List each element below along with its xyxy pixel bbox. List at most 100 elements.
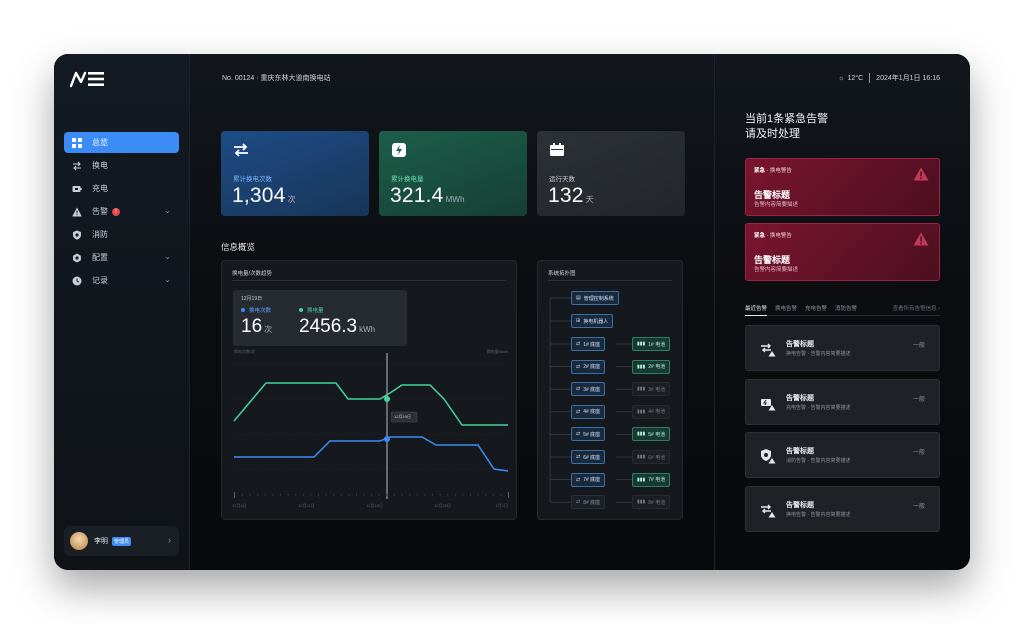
tab-recent[interactable]: 最近告警	[745, 304, 768, 316]
node-pile[interactable]: ⇄ 1# 底座	[571, 337, 606, 351]
alert-tag: 紧急 · 换电警告	[754, 168, 792, 174]
x-tick-label: 12月4日	[232, 503, 247, 508]
x-axis-dot	[302, 494, 304, 496]
x-axis-dot	[371, 494, 373, 496]
chevron-down-icon[interactable]: ⌄	[164, 275, 171, 284]
series-energy-line	[233, 382, 508, 426]
x-axis-dot	[333, 494, 335, 496]
x-axis-dot	[492, 494, 494, 496]
sidebar-item-alarm[interactable]: 告警 ! ⌄	[64, 201, 179, 222]
node-pile[interactable]: ⇄ 8# 底座	[571, 495, 606, 510]
sidebar-item-swap[interactable]: 换电	[64, 155, 179, 176]
left-axis-title: 换电次数/次	[234, 349, 256, 354]
chevron-down-icon[interactable]: ⌄	[164, 206, 171, 215]
alert-record[interactable]: 告警标题 换电告警 · 告警内容简要描述 一般	[745, 325, 940, 371]
temperature: 12°C	[847, 74, 864, 82]
node-pile[interactable]: ⇄ 6# 底座	[571, 450, 606, 464]
node-pile[interactable]: ⇄ 7# 底座	[571, 472, 606, 487]
pile-icon: ⇄	[576, 454, 581, 460]
node-battery[interactable]: ▮▮▮ 3# 电池	[632, 382, 671, 397]
x-axis-dot	[356, 494, 357, 496]
x-axis-ticks	[234, 492, 509, 498]
battery-icon: ▮▮▮	[637, 341, 646, 347]
trend-chart[interactable]	[222, 261, 518, 521]
node-pile[interactable]: ⇄ 4# 底座	[571, 404, 606, 419]
x-axis-dot	[310, 494, 312, 496]
tab-fire[interactable]: 消防告警	[835, 306, 858, 312]
view-all-link[interactable]: 查看所有告警信息 ›	[892, 306, 940, 312]
app-window: 总览 换电 充电 告警 ! ⌄	[54, 54, 970, 570]
alert-record[interactable]: 告警标题 充电告警 · 告警内容简要描述 一般	[745, 379, 940, 425]
datetime: 2024年1月1日 16:16	[876, 75, 940, 82]
gear-icon	[72, 253, 82, 263]
avatar	[70, 532, 88, 550]
x-tick-label: 12月11日	[298, 503, 315, 508]
node-pile[interactable]: ⇄ 3# 底座	[571, 382, 606, 397]
sidebar-item-charge[interactable]: 充电	[64, 178, 179, 199]
tooltip-date: 12月19日	[241, 296, 263, 302]
x-axis-dot	[249, 494, 251, 496]
x-tick-label: 1月1日	[495, 503, 508, 508]
sidebar-item-label: 换电	[92, 161, 108, 170]
battery-icon: ▮▮▮	[637, 431, 646, 438]
hover-point-energy	[384, 396, 390, 402]
alert-record[interactable]: 告警标题 换电告警 · 告警内容简要描述 一般	[745, 486, 940, 532]
node-battery[interactable]: ▮▮▮ 2# 电池	[632, 359, 671, 374]
alert-sidebar: ☼ 12°C 2024年1月1日 16:16 当前1条紧急告警 请及时处理 紧急…	[715, 54, 970, 570]
series-count-line	[234, 436, 509, 472]
sidebar-item-label: 记录	[92, 276, 108, 285]
stat-value: 132 天	[548, 184, 594, 207]
record-desc: 消防告警 · 告警内容简要描述	[786, 458, 851, 464]
panel-title: 换电量/次数趋势	[232, 271, 273, 277]
node-battery[interactable]: ▮▮▮ 1# 电池	[632, 337, 671, 351]
alert-tabs: 最近告警 换电告警 充电告警 消防告警 查看所有告警信息 ›	[745, 304, 940, 316]
chevron-down-icon[interactable]: ⌄	[164, 252, 171, 261]
alert-record[interactable]: 告警标题 消防告警 · 告警内容简要描述 一般	[745, 432, 940, 478]
x-axis-dot	[280, 494, 281, 496]
record-desc: 充电告警 · 告警内容简要描述	[786, 405, 851, 411]
pile-icon: ⇄	[576, 476, 581, 483]
tab-charge[interactable]: 充电告警	[805, 306, 828, 312]
tab-swap[interactable]: 换电告警	[775, 306, 798, 312]
sidebar-item-config[interactable]: 配置 ⌄	[64, 247, 179, 268]
stat-label: 累计换电次数	[233, 176, 272, 183]
node-battery[interactable]: ▮▮▮ 6# 电池	[632, 450, 671, 464]
user-profile[interactable]: 李明 管理员 ›	[64, 526, 179, 556]
sidebar-item-fire[interactable]: 消防	[64, 224, 179, 245]
pile-icon: ⇄	[576, 408, 581, 415]
node-swap-robot[interactable]: ⊞ 换电机器人	[571, 314, 614, 328]
chevron-right-icon[interactable]: ›	[168, 535, 171, 545]
node-battery[interactable]: ▮▮▮ 5# 电池	[632, 427, 671, 442]
x-axis-dot	[401, 494, 403, 496]
sidebar-item-label: 总览	[92, 138, 108, 147]
alert-title: 告警标题	[754, 190, 791, 200]
topology-connectors	[549, 297, 632, 503]
node-pile[interactable]: ⇄ 5# 底座	[571, 427, 606, 442]
sidebar-item-overview[interactable]: 总览	[64, 132, 179, 153]
x-axis-dot	[242, 494, 243, 496]
alarm-badge: !	[112, 207, 120, 216]
sidebar-item-records[interactable]: 记录 ⌄	[64, 270, 179, 291]
warning-icon	[72, 207, 82, 217]
urgent-alert-card[interactable]: 紧急 · 换电警告 告警标题 告警内容简要描述	[745, 158, 940, 216]
battery-warning-icon	[761, 399, 776, 411]
node-battery[interactable]: ▮▮▮ 4# 电池	[632, 404, 671, 419]
x-axis-dots	[242, 494, 502, 496]
pile-icon: ⇄	[576, 363, 581, 370]
urgent-alert-card[interactable]: 紧急 · 换电警告 告警标题 告警内容简要描述	[745, 223, 940, 281]
node-pile[interactable]: ⇄ 2# 底座	[571, 359, 606, 374]
shield-icon	[72, 230, 82, 240]
stat-value: 321.4 MWh	[390, 184, 465, 207]
calendar-icon	[550, 143, 564, 156]
divider	[869, 73, 871, 83]
divider	[232, 280, 506, 281]
node-control-system[interactable]: ▤ 管理控制系统	[571, 291, 619, 305]
record-level: 一般	[912, 397, 925, 403]
node-battery[interactable]: ▮▮▮ 7# 电池	[632, 472, 671, 487]
x-axis-dot	[340, 494, 342, 496]
sidebar-item-label: 充电	[92, 184, 108, 193]
logo-icon[interactable]	[70, 70, 106, 88]
x-axis-dot	[454, 494, 456, 496]
node-battery[interactable]: ▮▮▮ 8# 电池	[632, 495, 671, 510]
x-axis-dot	[287, 494, 289, 496]
